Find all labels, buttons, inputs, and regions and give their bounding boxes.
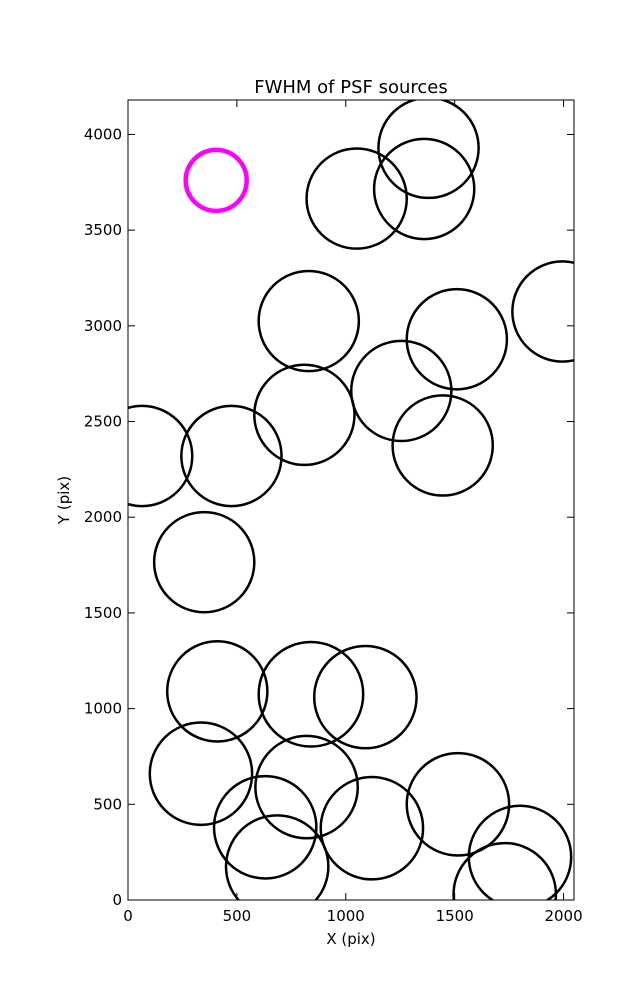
- source-circle-10: [128, 404, 194, 508]
- source-circle-7: [349, 339, 453, 443]
- x-tick-label: 1000: [327, 907, 365, 925]
- y-tick-label: 500: [93, 795, 122, 813]
- source-circle-15: [312, 644, 418, 750]
- source-circle-23: [452, 841, 558, 900]
- source-circle-18: [212, 774, 318, 880]
- y-tick-label: 2000: [84, 508, 122, 526]
- x-axis-label: X (pix): [326, 930, 375, 948]
- plot-frame: [127, 99, 575, 901]
- x-tick-label: 0: [123, 907, 133, 925]
- source-circle-12: [152, 510, 256, 614]
- y-tick-label: 1000: [84, 700, 122, 718]
- source-circles: [128, 100, 574, 900]
- source-circle-5: [405, 287, 509, 391]
- y-tick-label: 2500: [84, 413, 122, 431]
- y-tick-label: 3500: [84, 221, 122, 239]
- x-tick-label: 1500: [436, 907, 474, 925]
- x-axis-ticks: 0 500 1000 1500 2000: [123, 100, 583, 925]
- source-circle-22: [224, 814, 330, 900]
- source-circle-13: [165, 640, 269, 743]
- x-tick-label: 2000: [544, 907, 582, 925]
- source-circle-2: [305, 147, 408, 250]
- source-circle-9: [391, 394, 495, 497]
- source-circle-4: [257, 269, 361, 373]
- source-circle-6: [511, 260, 574, 363]
- y-tick-label: 1500: [84, 604, 122, 622]
- reference-circle: [183, 147, 249, 214]
- y-tick-label: 4000: [84, 125, 122, 143]
- chart-title: FWHM of PSF sources: [254, 77, 448, 98]
- x-tick-label: 500: [223, 907, 252, 925]
- y-tick-label: 0: [112, 891, 122, 909]
- source-circle-8: [253, 363, 356, 467]
- source-circle-11: [180, 404, 283, 508]
- y-tick-label: 3000: [84, 317, 122, 335]
- source-circle-1: [377, 100, 480, 200]
- source-circle-16: [148, 721, 254, 827]
- source-circle-14: [257, 640, 365, 748]
- source-circle-19: [319, 775, 425, 881]
- source-circle-17: [254, 734, 360, 840]
- y-axis-ticks: 0 500 1000 1500 2000 2500 3000 3500 4000: [84, 125, 574, 909]
- y-axis-label: Y (pix): [55, 476, 73, 525]
- source-circle-3: [372, 137, 476, 241]
- source-circle-20: [405, 751, 511, 857]
